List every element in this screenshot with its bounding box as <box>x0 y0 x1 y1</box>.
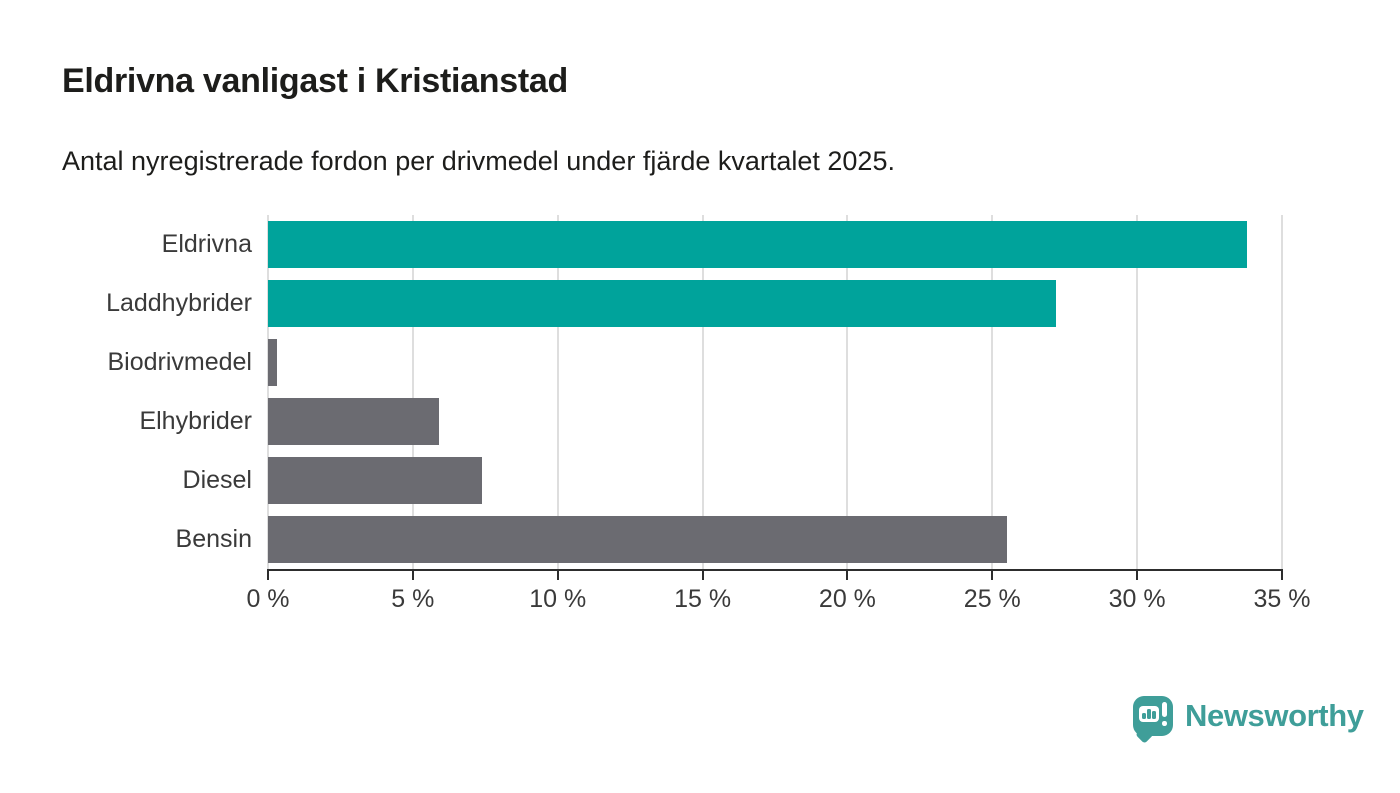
gridline-25 <box>991 215 994 569</box>
gridline-20 <box>846 215 849 569</box>
chart-title: Eldrivna vanligast i Kristianstad <box>62 62 568 100</box>
logo-bubble-tail <box>1135 725 1154 744</box>
logo-exclamation-dot <box>1162 721 1167 726</box>
x-axis-tick-30 <box>1136 569 1139 580</box>
category-label-biodrivmedel: Biodrivmedel <box>107 348 252 376</box>
x-axis-tick-35 <box>1281 569 1283 580</box>
x-axis-line <box>268 569 1282 571</box>
category-label-laddhybrider: Laddhybrider <box>106 289 252 317</box>
gridline-15 <box>701 215 704 569</box>
x-axis-tick-15 <box>701 569 704 580</box>
x-axis-tick-label-10: 10 % <box>529 585 587 613</box>
bar-diesel <box>268 457 483 504</box>
gridline-35 <box>1281 215 1283 569</box>
newsworthy-logo: Newsworthy <box>1133 690 1364 744</box>
x-axis-tick-25 <box>991 569 994 580</box>
category-label-diesel: Diesel <box>182 466 252 494</box>
category-label-eldrivna: Eldrivna <box>161 230 252 258</box>
bar-laddhybrider <box>268 280 1057 327</box>
x-axis-tick-label-20: 20 % <box>818 585 876 613</box>
x-axis-tick-label-30: 30 % <box>1108 585 1166 613</box>
gridline-5 <box>411 215 414 569</box>
bar-bensin <box>268 516 1007 563</box>
bar-chart-plot-area: 0 % 5 % 10 % 15 % 20 % 25 % 30 % 35 % <box>246 215 1310 613</box>
x-axis-tick-0 <box>267 569 269 580</box>
x-axis-tick-label-25: 25 % <box>963 585 1021 613</box>
newsworthy-logo-icon <box>1133 696 1173 744</box>
newsworthy-logo-text: Newsworthy <box>1185 698 1364 733</box>
x-axis-tick-10 <box>556 569 559 580</box>
x-axis-tick-label-15: 15 % <box>674 585 732 613</box>
gridline-0 <box>267 215 269 569</box>
gridline-10 <box>556 215 559 569</box>
bar-biodrivmedel <box>268 339 277 386</box>
chart-subtitle: Antal nyregistrerade fordon per drivmede… <box>62 146 895 176</box>
category-label-bensin: Bensin <box>175 525 252 553</box>
bar-eldrivna <box>268 221 1248 268</box>
x-axis-tick-5 <box>411 569 414 580</box>
x-axis-tick-label-5: 5 % <box>391 585 435 613</box>
logo-chart-panel <box>1139 706 1159 722</box>
bar-elhybrider <box>268 398 439 445</box>
logo-bar-1 <box>1142 713 1146 719</box>
gridline-30 <box>1136 215 1139 569</box>
logo-exclamation-bar <box>1162 702 1167 717</box>
logo-bar-3 <box>1152 711 1156 719</box>
x-axis-tick-label-35: 35 % <box>1253 585 1311 613</box>
logo-bar-2 <box>1147 709 1151 719</box>
x-axis-tick-label-0: 0 % <box>246 585 290 613</box>
x-axis-tick-20 <box>846 569 849 580</box>
category-label-elhybrider: Elhybrider <box>139 407 252 435</box>
